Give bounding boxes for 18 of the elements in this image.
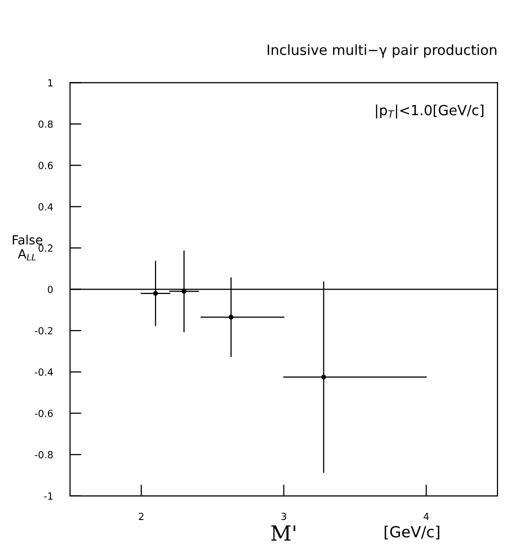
y-tick-label: 1: [48, 79, 52, 86]
text: [GeV/c]: [384, 526, 440, 540]
y-tick-label: 0.2: [38, 244, 52, 252]
y-tick-label: -1: [44, 492, 52, 500]
y-tick-label: -0.2: [34, 327, 52, 334]
x-tick-label: 4: [424, 512, 429, 520]
y-tick-label: 0.8: [38, 120, 53, 128]
y-tick-label: -0.6: [34, 410, 53, 418]
y-tick-label: -0.4: [34, 368, 53, 376]
x-tick-label: 3: [281, 512, 286, 520]
y-tick-label: 0: [48, 286, 53, 294]
y-tick-label: 0.4: [38, 203, 53, 210]
x-axis-title: M': [271, 525, 296, 541]
x-tick-label: 2: [138, 512, 144, 520]
y-tick-label: 0.6: [38, 162, 53, 170]
y-tick-label: -0.8: [34, 451, 53, 458]
annotation: |p$_{T}$|<1.0[GeV/c]: [376, 104, 484, 118]
chart-title: Inclusive multi−γ pair production: [268, 44, 496, 58]
